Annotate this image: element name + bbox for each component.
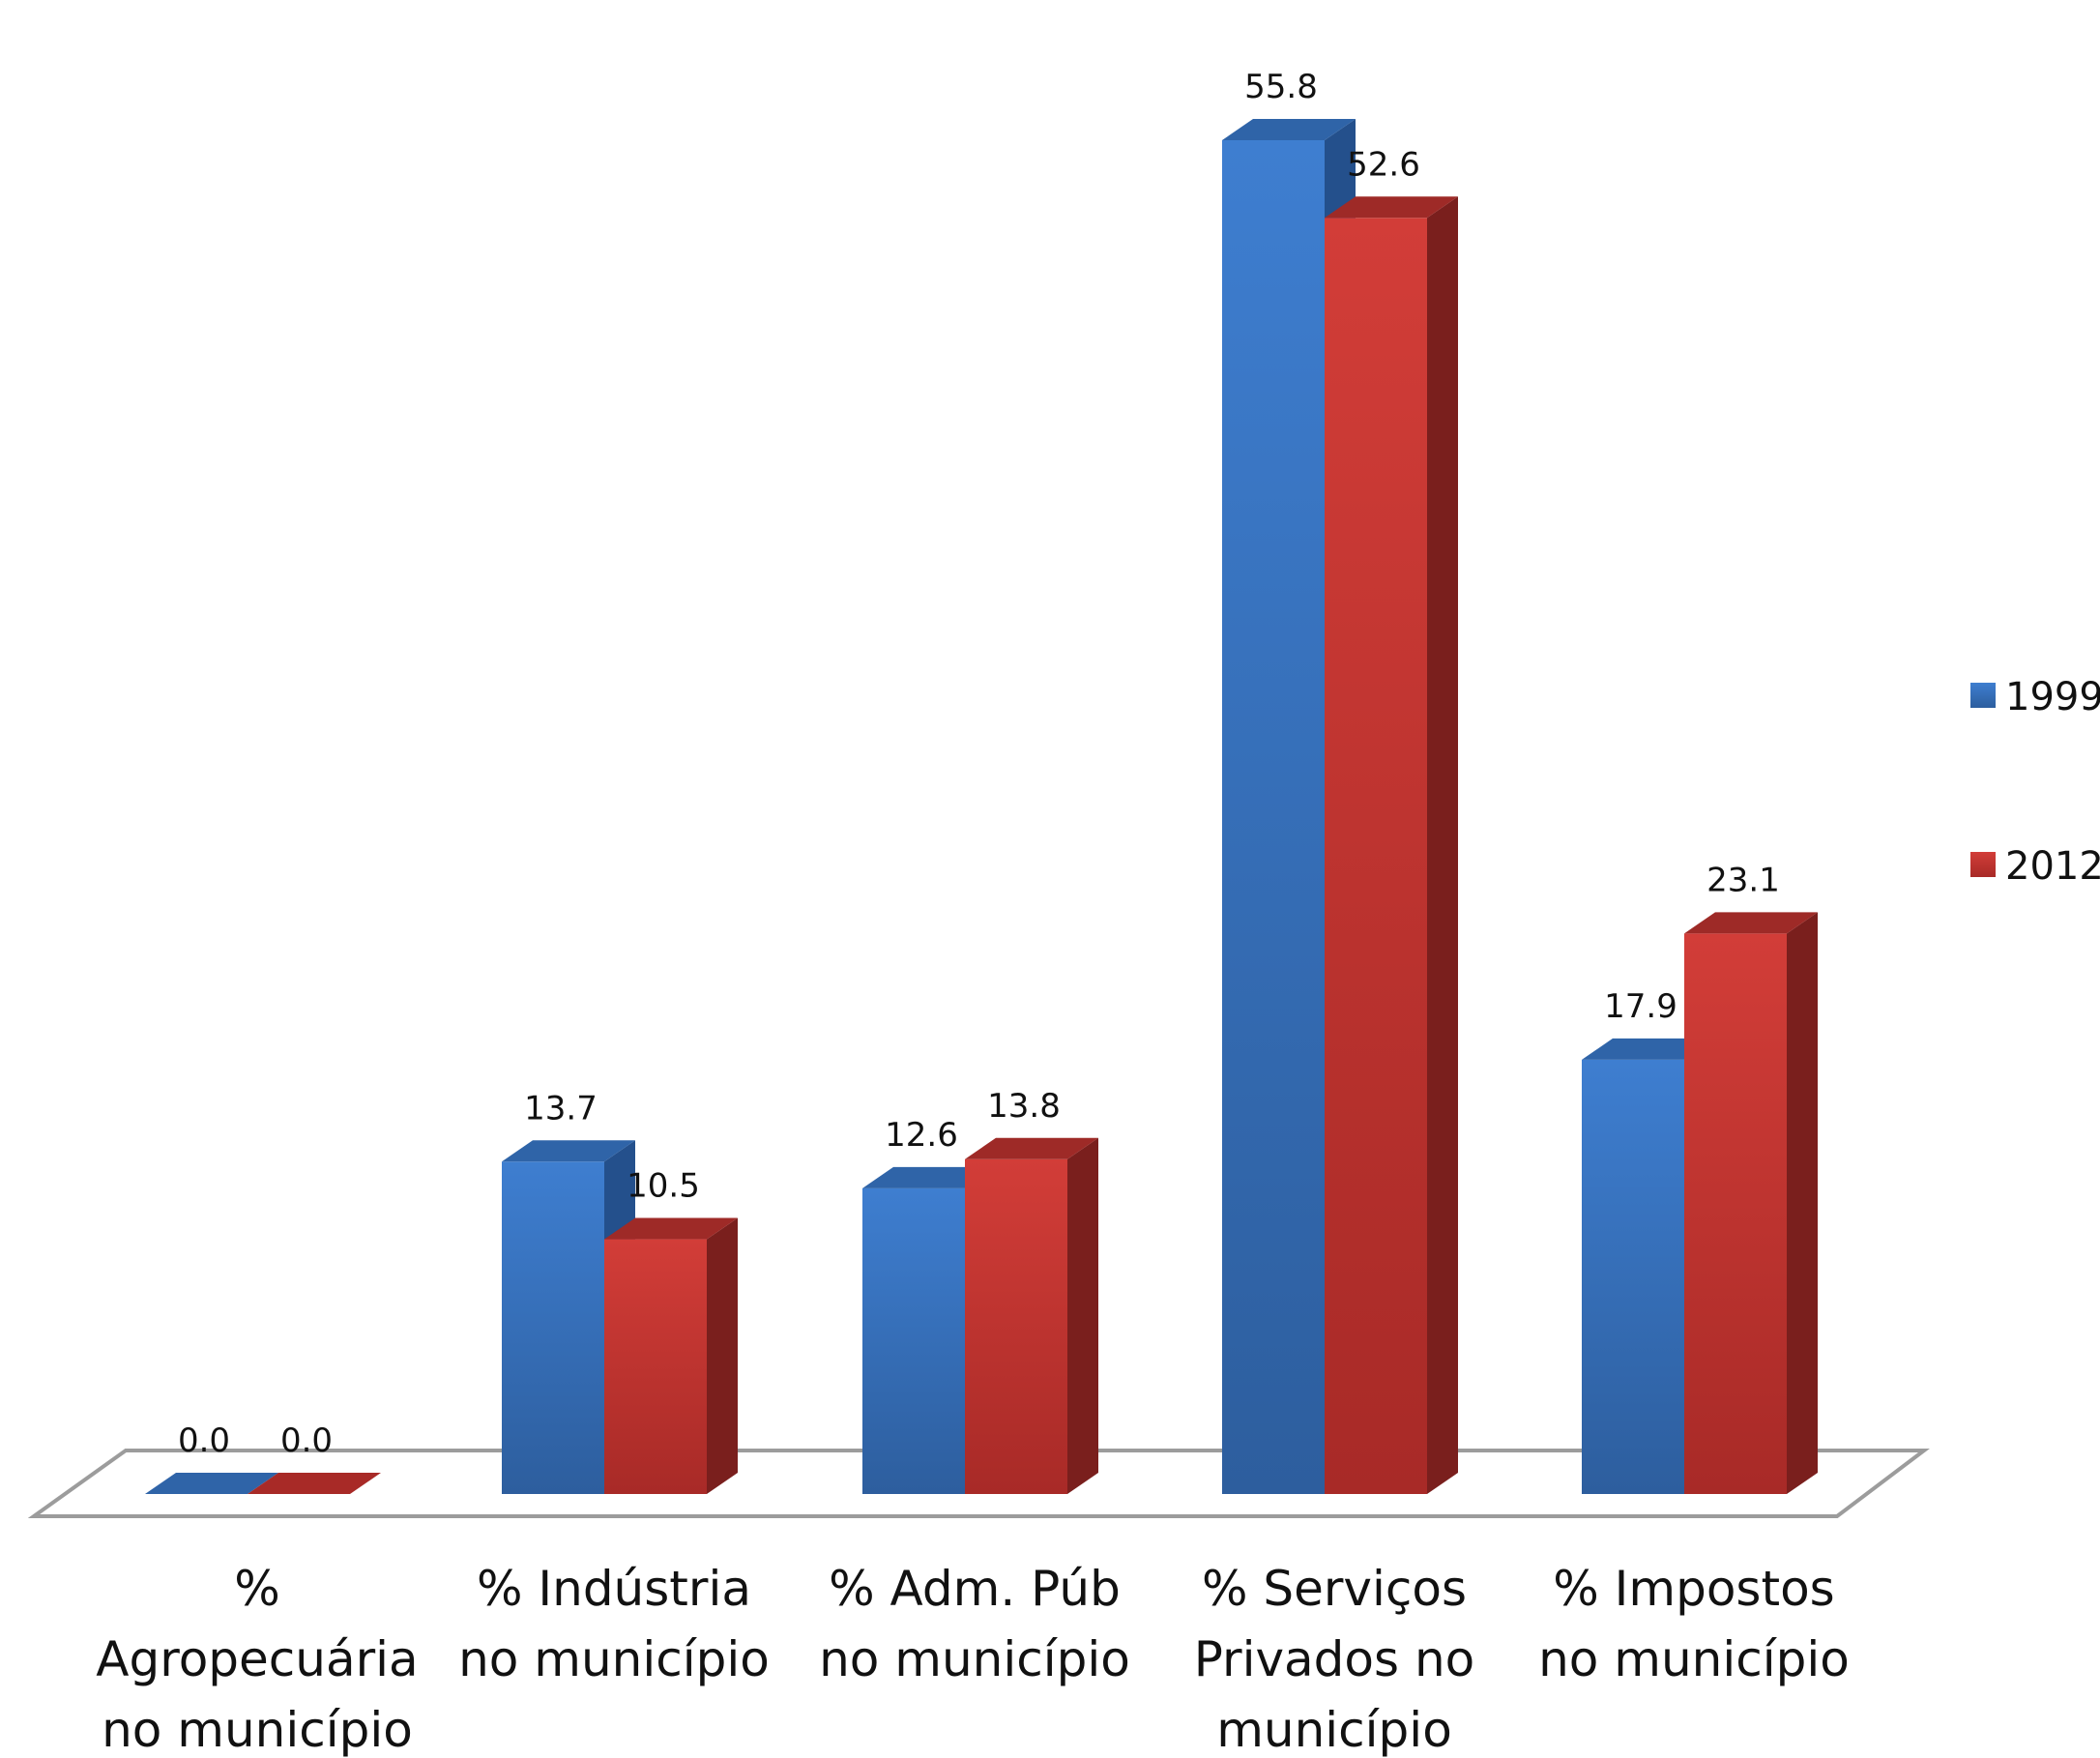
bar-2012-1 [604,1217,738,1494]
value-label-2012-4: 23.1 [1706,861,1780,899]
category-label-2: % Adm. Púb no município [819,1561,1130,1687]
bar-2012-2 [965,1137,1098,1494]
legend-label-1999: 1999 [2005,675,2100,719]
value-label-2012-1: 10.5 [627,1167,700,1206]
legend: 1999 2012 [1970,675,2100,889]
legend-label-2012: 2012 [2005,844,2100,889]
legend-item-2012: 2012 [1970,844,2100,889]
value-label-2012-3: 52.6 [1347,145,1420,184]
value-label-1999-2: 12.6 [885,1116,958,1155]
value-label-1999-4: 17.9 [1604,987,1677,1026]
value-label-1999-3: 55.8 [1244,68,1318,106]
category-label-1: % Indústria no município [458,1561,770,1687]
legend-swatch-2012 [1970,852,1996,877]
category-label-3: % Serviços Privados no município [1194,1561,1475,1758]
value-label-1999-0: 0.0 [178,1421,230,1460]
legend-item-1999: 1999 [1970,675,2100,719]
category-label-4: % Impostos no município [1538,1561,1850,1687]
legend-swatch-1999 [1970,683,1996,708]
value-label-2012-0: 0.0 [280,1421,333,1460]
bar-2012-0 [248,1473,381,1494]
category-labels-group: % Agropecuária no município % Indústria no m… [96,1561,1850,1758]
bars-group [145,119,1818,1494]
bar-2012-3 [1325,196,1458,1494]
value-label-1999-1: 13.7 [524,1089,598,1128]
value-labels-group: 0.0 13.7 12.6 55.8 17.9 0.0 10.5 13.8 52.6 23.1 [178,68,1780,1460]
bar-2012-4 [1684,912,1818,1494]
category-label-0: % Agropecuária no município [96,1561,418,1758]
bar-1999-0 [145,1473,278,1494]
value-label-2012-2: 13.8 [987,1087,1061,1126]
